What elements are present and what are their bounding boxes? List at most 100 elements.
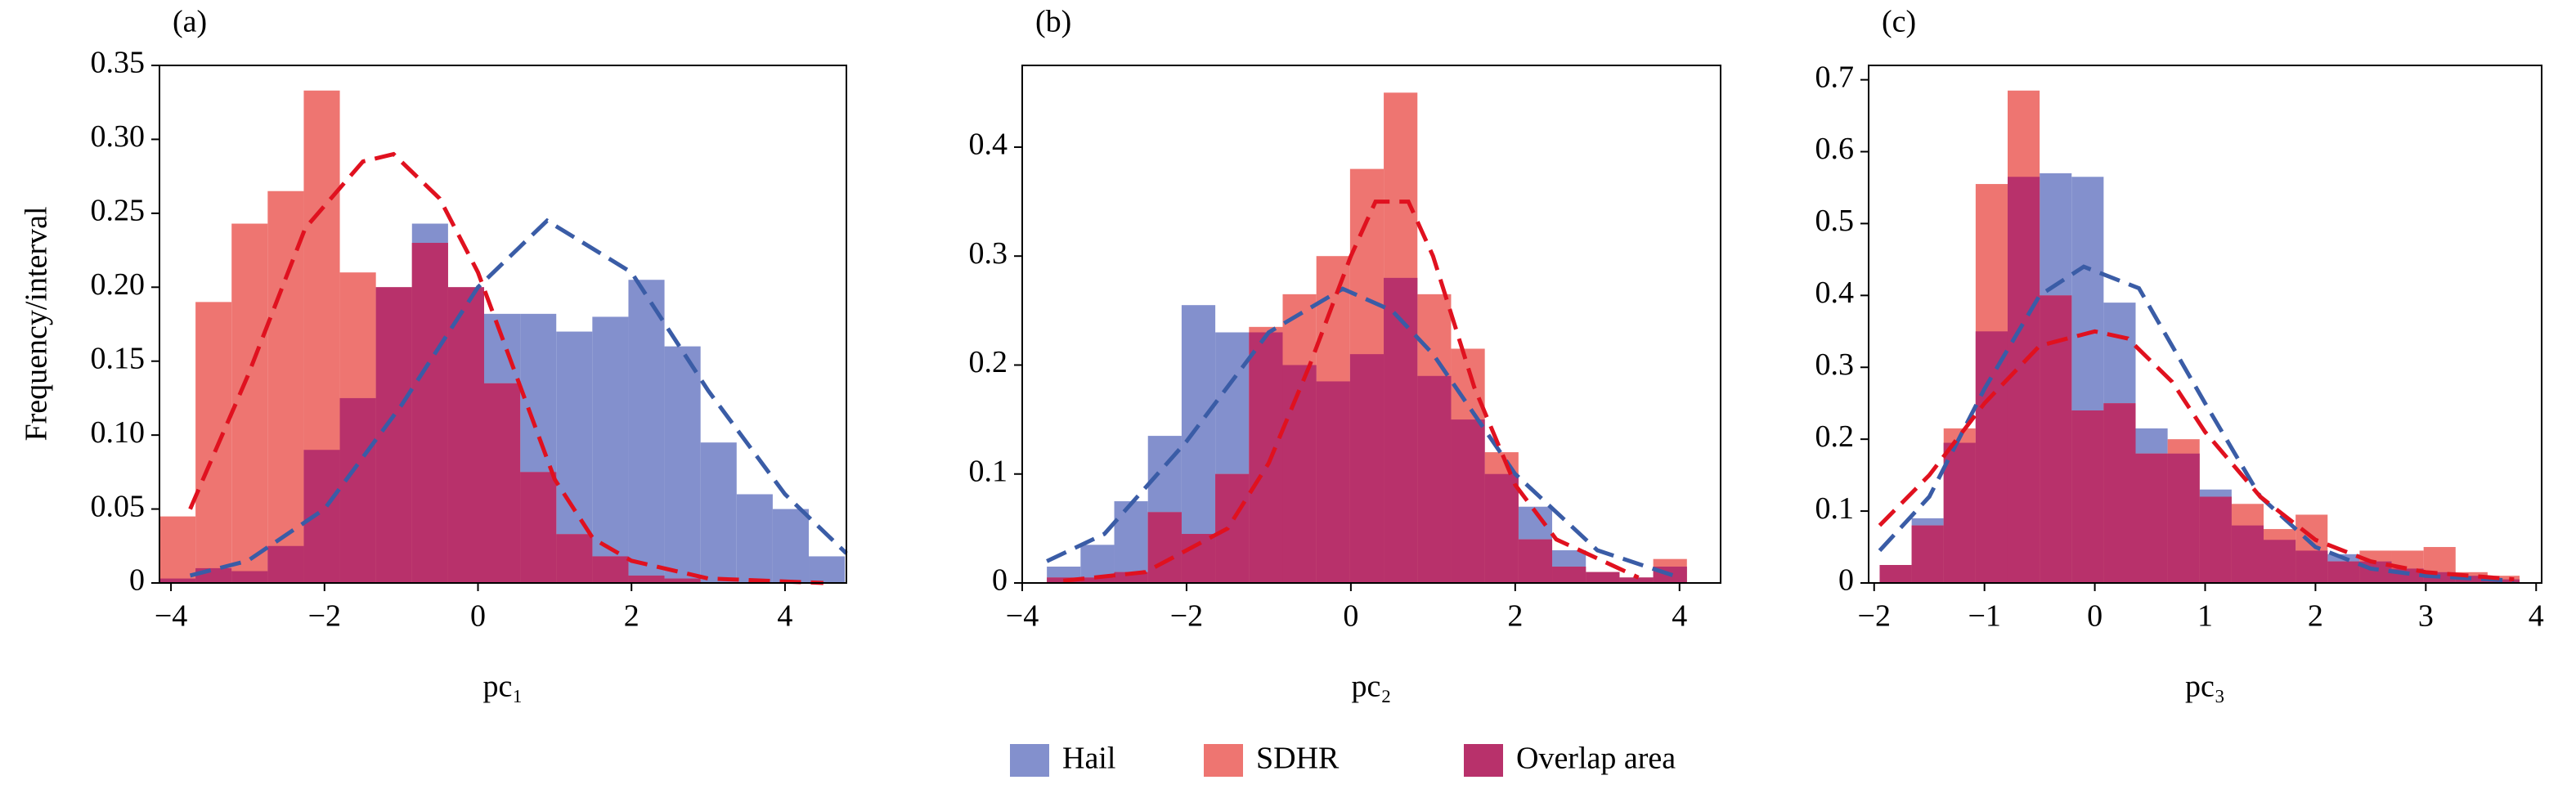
y-tick-label: 0.4 — [1815, 276, 1855, 310]
overlap-bar — [2071, 410, 2104, 583]
overlap-bar — [2327, 561, 2360, 583]
overlap-bar — [2199, 496, 2232, 583]
x-tick-label: −1 — [1968, 599, 2000, 634]
x-axis-label: pc₂ — [1351, 670, 1391, 704]
overlap-bar — [195, 567, 232, 583]
bar — [772, 509, 810, 583]
overlap-bar — [1484, 473, 1519, 583]
y-tick-label: 0.25 — [91, 194, 146, 228]
bar — [2487, 576, 2520, 583]
overlap-bar — [1282, 365, 1317, 583]
y-tick-label: 0.05 — [91, 489, 146, 523]
x-tick-label: 4 — [2529, 599, 2544, 634]
y-tick-label: 0.7 — [1815, 60, 1855, 94]
plot-frame — [159, 65, 847, 584]
fit-curve — [188, 151, 824, 585]
overlap-bar — [2135, 453, 2168, 583]
y-tick-label: 0.5 — [1815, 204, 1855, 238]
fit-curve — [1878, 264, 2515, 583]
overlap-bar — [231, 571, 268, 583]
overlap-bar — [1586, 572, 1620, 583]
overlap-bar — [2231, 525, 2264, 583]
bar — [1114, 501, 1148, 583]
overlap-bar — [1249, 332, 1283, 583]
y-tick-label: 0 — [992, 563, 1008, 598]
x-tick-label: 2 — [624, 599, 640, 634]
overlap-bar — [1349, 354, 1384, 583]
overlap-bar — [411, 243, 448, 583]
bar — [267, 191, 304, 583]
x-tick-label: −2 — [1170, 599, 1203, 634]
y-tick-label: 0.1 — [1815, 491, 1855, 526]
overlap-bar — [159, 578, 196, 583]
overlap-bar — [2007, 177, 2040, 584]
y-tick-label: 0.10 — [91, 415, 146, 450]
overlap-bar — [1080, 577, 1115, 583]
x-tick-label: 4 — [1672, 599, 1687, 634]
x-tick-label: 0 — [470, 599, 486, 634]
overlap-bar — [484, 383, 521, 583]
overlap-bar — [2296, 550, 2328, 583]
overlap-bar — [2487, 579, 2520, 583]
overlap-bar — [1879, 565, 1912, 583]
x-tick-label: −4 — [155, 599, 187, 634]
overlap-bar — [2103, 403, 2136, 583]
legend-label: Overlap area — [1516, 742, 1676, 776]
x-tick-label: 3 — [2418, 599, 2434, 634]
x-tick-label: 2 — [1507, 599, 1523, 634]
overlap-bar — [2264, 540, 2296, 583]
y-tick-label: 0.1 — [969, 454, 1008, 488]
legend-label: Hail — [1062, 742, 1115, 776]
y-axis-label: Frequency/interval — [20, 206, 54, 441]
overlap-bar — [375, 287, 412, 583]
y-tick-label: 0 — [1838, 563, 1854, 598]
overlap-bar — [1451, 419, 1485, 583]
y-tick-label: 0 — [129, 563, 145, 598]
bar — [736, 494, 773, 583]
overlap-bar — [267, 545, 304, 583]
overlap-bar — [1114, 572, 1148, 583]
y-tick-label: 0.3 — [969, 236, 1008, 271]
x-tick-label: 2 — [2308, 599, 2323, 634]
overlap-bar — [339, 397, 376, 583]
overlap-bar — [1215, 473, 1250, 583]
overlap-bar — [1619, 577, 1654, 583]
panel-title: (b) — [1035, 5, 1071, 39]
bar — [664, 346, 701, 583]
bar — [592, 316, 629, 583]
y-tick-label: 0.2 — [1815, 419, 1855, 454]
y-tick-label: 0.35 — [91, 46, 146, 80]
bar — [628, 280, 665, 583]
overlap-bar — [520, 472, 557, 583]
overlap-bar — [592, 556, 629, 583]
y-tick-label: 0.15 — [91, 341, 146, 375]
bar — [809, 556, 846, 583]
legend-label: SDHR — [1256, 742, 1340, 776]
overlap-bar — [1975, 331, 2008, 583]
overlap-bar — [2455, 576, 2488, 583]
bar — [231, 223, 268, 583]
bar — [700, 442, 737, 583]
x-tick-label: 4 — [777, 599, 792, 634]
panel: 0 0.1 0.2 0.3 0.4 0.5 0.6 0.7 −2 −1 0 1 2 3 4 pc₃ (c) — [1815, 5, 2544, 704]
x-tick-label: −2 — [1858, 599, 1891, 634]
y-tick-label: 0.6 — [1815, 132, 1855, 166]
x-tick-label: 0 — [1343, 599, 1358, 634]
overlap-bar — [1911, 525, 1944, 583]
x-axis-label: pc₃ — [2185, 670, 2225, 704]
plot-frame — [1021, 65, 1721, 584]
legend-swatch — [1464, 744, 1503, 777]
x-tick-label: −2 — [308, 599, 341, 634]
fit-curve — [1878, 329, 2515, 582]
x-tick-label: 1 — [2197, 599, 2213, 634]
overlap-bar — [447, 287, 485, 583]
legend-swatch — [1010, 744, 1049, 777]
overlap-bar — [303, 450, 340, 583]
overlap-bar — [1147, 512, 1182, 583]
x-tick-label: 0 — [2087, 599, 2103, 634]
overlap-bar — [556, 534, 593, 583]
overlap-bar — [1181, 534, 1216, 583]
x-axis-label: pc₁ — [482, 670, 523, 704]
overlap-bar — [1316, 381, 1350, 583]
